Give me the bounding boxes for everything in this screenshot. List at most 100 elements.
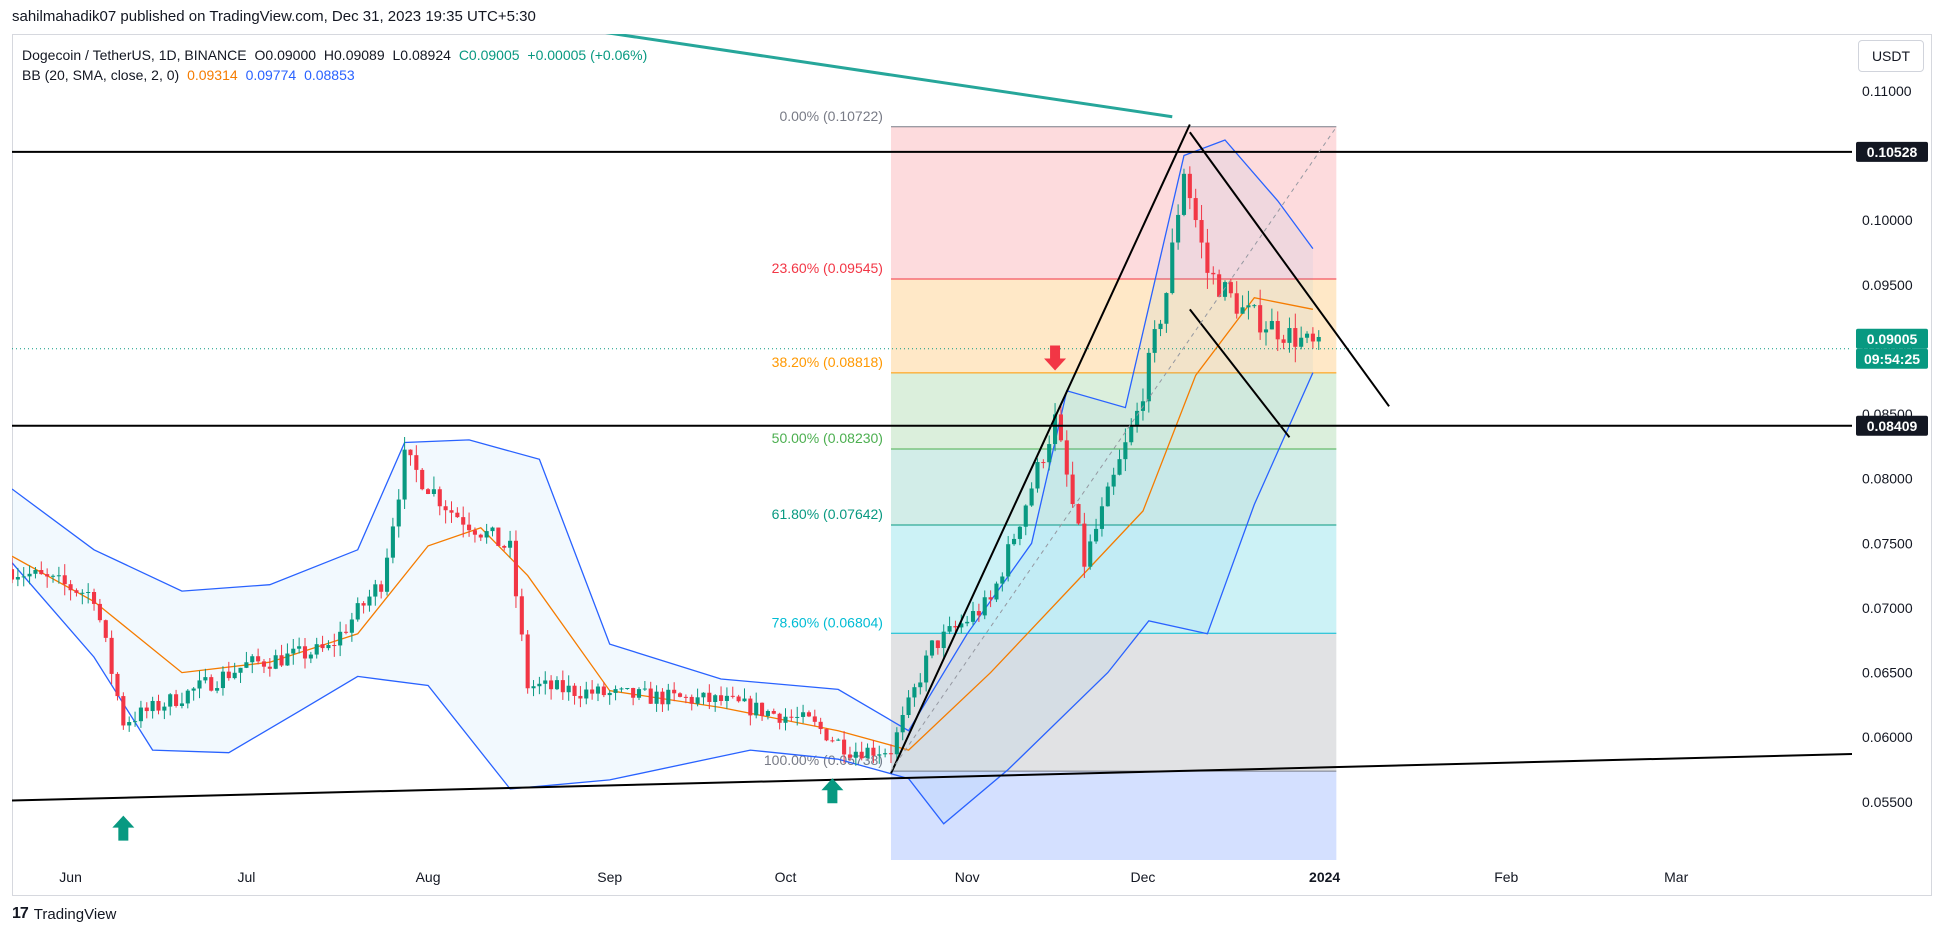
candle-body-4 bbox=[33, 570, 38, 574]
candle-body-206 bbox=[1217, 274, 1222, 297]
publisher-line: sahilmahadik07 published on TradingView.… bbox=[12, 8, 536, 25]
candle-body-135 bbox=[801, 712, 806, 717]
candle-body-108 bbox=[642, 688, 647, 690]
candle-body-127 bbox=[754, 702, 759, 716]
candle-body-165 bbox=[976, 611, 981, 616]
indicator-name[interactable]: BB (20, SMA, close, 2, 0) bbox=[22, 67, 180, 83]
candle-body-116 bbox=[689, 696, 694, 704]
candle-body-95 bbox=[566, 685, 571, 693]
candle-body-101 bbox=[601, 686, 606, 696]
candle-body-14 bbox=[91, 592, 97, 604]
candle-body-50 bbox=[302, 646, 308, 659]
candle-body-23 bbox=[144, 707, 149, 712]
candle-body-140 bbox=[830, 740, 835, 742]
candle-body-103 bbox=[613, 689, 618, 693]
symbol-row: Dogecoin / TetherUS, 1D, BINANCE O0.0900… bbox=[22, 45, 647, 65]
candle-body-150 bbox=[888, 753, 894, 755]
bb-lower-line bbox=[12, 372, 1314, 825]
y-tick-label: 0.09500 bbox=[1862, 277, 1913, 293]
candle-body-130 bbox=[771, 710, 776, 714]
candle-body-27 bbox=[168, 694, 173, 707]
candle-body-77 bbox=[461, 517, 466, 525]
candle-body-0 bbox=[12, 569, 15, 580]
candle-body-221 bbox=[1304, 333, 1310, 338]
candle-body-187 bbox=[1105, 486, 1110, 507]
candle-body-156 bbox=[924, 655, 929, 683]
currency-button[interactable]: USDT bbox=[1858, 40, 1924, 72]
candle-body-189 bbox=[1117, 459, 1122, 475]
bb-fill bbox=[12, 140, 1313, 824]
candle-body-98 bbox=[584, 689, 589, 699]
candle-body-37 bbox=[226, 671, 231, 679]
candle-body-80 bbox=[478, 534, 483, 538]
candle-body-192 bbox=[1135, 410, 1140, 427]
price-label-0: 0.10528 bbox=[1867, 144, 1918, 160]
candle-body-15 bbox=[97, 603, 102, 621]
candle-body-91 bbox=[543, 680, 548, 684]
ohlc-close: C0.09005 bbox=[458, 47, 520, 63]
candle-body-10 bbox=[68, 584, 73, 591]
candle-body-180 bbox=[1064, 440, 1069, 475]
channel-upper bbox=[1189, 131, 1390, 407]
fib-level-label-6: 100.00% (0.05738) bbox=[764, 752, 883, 768]
candle-body-147 bbox=[871, 747, 876, 756]
candle-body-74 bbox=[443, 506, 448, 511]
candle-body-160 bbox=[947, 626, 952, 632]
chart-frame[interactable] bbox=[12, 34, 1932, 896]
candle-body-215 bbox=[1269, 321, 1274, 330]
candle-body-35 bbox=[215, 688, 220, 691]
candle-body-102 bbox=[607, 692, 612, 696]
candle-body-167 bbox=[988, 597, 993, 600]
candle-body-217 bbox=[1281, 339, 1286, 343]
bb-upper-value: 0.09774 bbox=[245, 67, 297, 83]
candle-body-105 bbox=[625, 687, 630, 689]
candle-body-143 bbox=[847, 754, 853, 758]
candle-body-109 bbox=[648, 688, 653, 704]
fib-zone-2 bbox=[890, 372, 1337, 449]
symbol-name[interactable]: Dogecoin / TetherUS, 1D, BINANCE bbox=[22, 47, 247, 63]
candle-body-78 bbox=[467, 524, 472, 531]
candle-body-129 bbox=[765, 710, 770, 716]
candle-body-82 bbox=[490, 527, 495, 532]
candle-body-90 bbox=[537, 683, 542, 687]
candle-body-183 bbox=[1082, 523, 1087, 567]
candle-body-142 bbox=[842, 739, 847, 755]
candle-body-99 bbox=[590, 689, 595, 694]
candle-body-179 bbox=[1058, 414, 1063, 441]
price-label-bg-1 bbox=[1856, 415, 1928, 436]
ohlc-high: H0.09089 bbox=[323, 47, 385, 63]
tradingview-logo[interactable]: 17 TradingView bbox=[12, 905, 116, 923]
candle-body-43 bbox=[261, 661, 267, 667]
candle-body-132 bbox=[783, 716, 788, 723]
candle-body-207 bbox=[1222, 282, 1228, 297]
candle-body-6 bbox=[45, 574, 50, 577]
bb-basis-line bbox=[12, 296, 1314, 751]
candle-body-131 bbox=[777, 713, 782, 723]
candle-body-122 bbox=[724, 695, 729, 701]
candle-body-3 bbox=[27, 573, 32, 577]
candle-body-8 bbox=[56, 575, 61, 577]
candle-body-146 bbox=[865, 747, 870, 759]
candle-body-123 bbox=[730, 695, 735, 697]
candle-body-218 bbox=[1287, 328, 1292, 343]
fib-level-label-0: 0.00% (0.10722) bbox=[779, 108, 883, 124]
candle-body-17 bbox=[109, 637, 114, 674]
candle-body-184 bbox=[1088, 541, 1093, 567]
candle-body-76 bbox=[455, 512, 460, 518]
candle-body-113 bbox=[672, 689, 677, 694]
y-tick-label: 0.07000 bbox=[1862, 600, 1913, 616]
candle-body-172 bbox=[1017, 526, 1022, 539]
candle-body-145 bbox=[859, 751, 864, 759]
price-label-bg-0 bbox=[1856, 141, 1928, 162]
candle-body-134 bbox=[795, 716, 800, 718]
candle-body-31 bbox=[191, 688, 196, 691]
candle-body-173 bbox=[1023, 505, 1028, 527]
candle-body-191 bbox=[1129, 426, 1134, 443]
candle-body-195 bbox=[1152, 329, 1157, 353]
candle-body-162 bbox=[959, 623, 964, 628]
candle-body-158 bbox=[935, 640, 940, 649]
fib-diagonal bbox=[890, 126, 1337, 772]
candle-body-197 bbox=[1164, 293, 1169, 324]
candle-body-12 bbox=[80, 592, 85, 594]
